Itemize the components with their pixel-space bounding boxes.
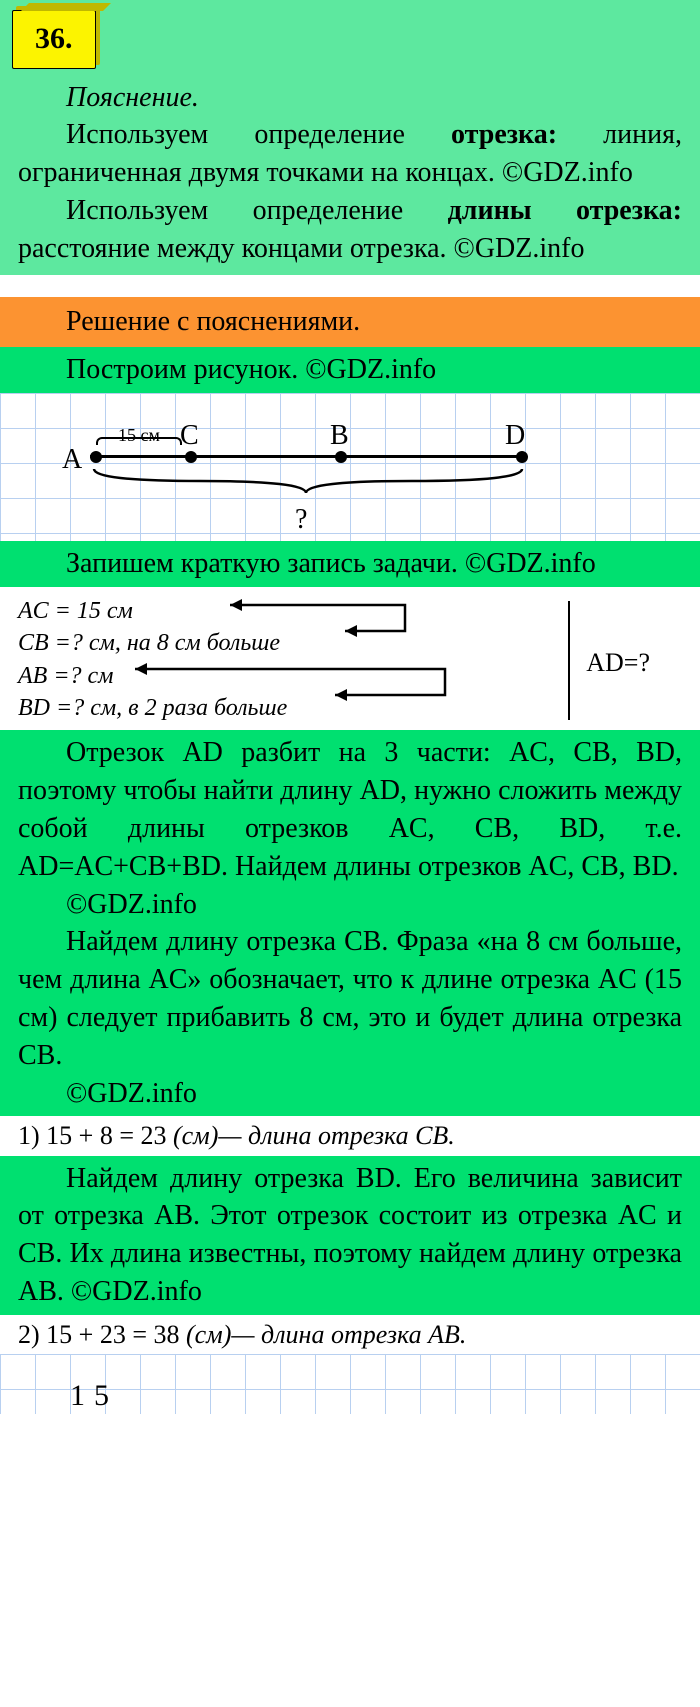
para3-section: Найдем длину отрезка BD. Его величина за…: [0, 1156, 700, 1315]
text: расстояние между концами отрезка. ©GDZ.i…: [18, 233, 584, 264]
arrow-1: [145, 595, 425, 639]
para1-text: Отрезок AD разбит на 3 части: AC, CB, BD…: [18, 734, 682, 885]
arrow-2: [115, 659, 455, 703]
calc-line-2: 2) 15 + 23 = 38 (см)— длина отрезка AB.: [0, 1315, 700, 1354]
calc1-desc: (см)— длина отрезка CB.: [173, 1121, 455, 1150]
text: Используем определение: [66, 119, 451, 150]
label-d: D: [505, 417, 525, 455]
brief-text: Запишем краткую запись задачи. ©GDZ.info: [18, 545, 682, 583]
calc2-desc: (см)— длина отрезка AB.: [186, 1320, 466, 1349]
problem-number-badge: 36.: [12, 10, 96, 69]
solution-header: Решение с пояснениями.: [0, 297, 700, 347]
copyright1: ©GDZ.info: [18, 886, 682, 924]
digit-2: 5: [94, 1376, 109, 1417]
divider-line: [568, 601, 570, 721]
solution-header-text: Решение с пояснениями.: [18, 303, 682, 341]
build-text: Построим рисунок. ©GDZ.info: [18, 351, 682, 389]
label-b: B: [330, 417, 349, 455]
label-c: C: [180, 417, 199, 455]
question-mark: ?: [295, 501, 307, 539]
calc1-formula: 1) 15 + 8 = 23: [18, 1121, 173, 1150]
bracket-small: [96, 437, 182, 445]
label-a: A: [62, 441, 82, 479]
segment-line: [90, 455, 520, 458]
given-data: AC = 15 см CB =? см, на 8 см больше AB =…: [0, 587, 700, 731]
problem-number: 36.: [35, 22, 73, 55]
line-diagram: A C B D 15 см ?: [0, 393, 700, 541]
point-a: [90, 451, 102, 463]
explanation-p1: Используем определение отрезка: линия, о…: [18, 116, 682, 192]
term: отрезка:: [451, 119, 557, 150]
explanation-p2: Используем определение длины отрезка: ра…: [18, 192, 682, 268]
explanation-title: Пояснение.: [18, 79, 682, 117]
find-ad: AD=?: [586, 645, 650, 680]
para3-text: Найдем длину отрезка BD. Его величина за…: [18, 1160, 682, 1311]
brace-large: [90, 467, 526, 501]
term: длины отрезка:: [448, 195, 682, 226]
header-row: 36.: [0, 0, 700, 77]
para1-section: Отрезок AD разбит на 3 части: AC, CB, BD…: [0, 730, 700, 1116]
copyright2: ©GDZ.info: [18, 1075, 682, 1113]
para2-text: Найдем длину отрезка CB. Фраза «на 8 см …: [18, 923, 682, 1074]
calc-line-1: 1) 15 + 8 = 23 (см)— длина отрезка CB.: [0, 1116, 700, 1155]
calc2-formula: 2) 15 + 23 = 38: [18, 1320, 186, 1349]
spacer: [0, 275, 700, 297]
explanation-section: Пояснение. Используем определение отрезк…: [0, 77, 700, 276]
digit-1: 1: [70, 1376, 85, 1417]
brief-section: Запишем краткую запись задачи. ©GDZ.info: [0, 541, 700, 587]
text: Используем определение: [66, 195, 448, 226]
column-numbers: 1 5: [0, 1354, 700, 1414]
build-section: Построим рисунок. ©GDZ.info: [0, 347, 700, 393]
